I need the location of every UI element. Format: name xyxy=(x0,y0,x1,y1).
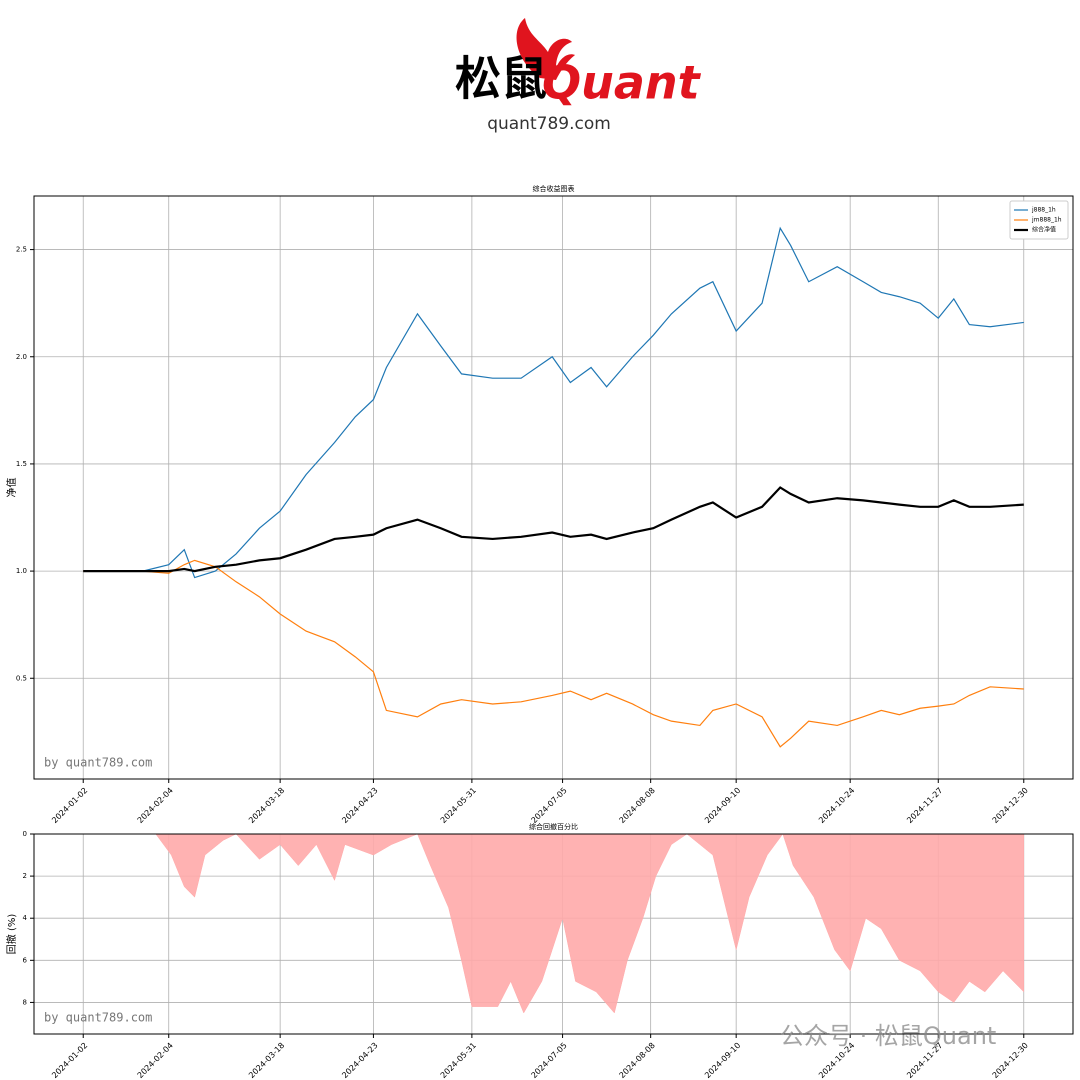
logo-cn: 松鼠 xyxy=(455,52,547,106)
x-tick-label: 2024-09-10 xyxy=(703,786,742,825)
x-tick-label: 2024-12-30 xyxy=(991,1041,1030,1080)
logo-url: quant789.com xyxy=(487,114,611,134)
x-tick-label: 2024-10-24 xyxy=(817,786,856,825)
y-axis-label: 净值 xyxy=(5,478,18,498)
x-tick-label: 2024-05-31 xyxy=(439,1041,478,1080)
legend-label: jm888_1h xyxy=(1031,217,1062,224)
y-tick-label: 1.5 xyxy=(16,460,27,468)
annotation: by quant789.com xyxy=(44,1011,152,1025)
annotation: by quant789.com xyxy=(44,756,152,770)
logo-en: Quant xyxy=(542,56,702,110)
y-tick-label: 6 xyxy=(23,956,28,964)
x-tick-label: 2024-11-27 xyxy=(905,786,944,825)
y-tick-label: 2.0 xyxy=(16,353,27,361)
x-tick-label: 2024-07-05 xyxy=(530,1041,569,1080)
legend-label: 综合净值 xyxy=(1032,226,1056,234)
x-tick-label: 2024-04-23 xyxy=(340,1041,379,1080)
chart-title: 综合回撤百分比 xyxy=(529,822,578,831)
logo-mark xyxy=(516,18,575,80)
x-tick-label: 2024-04-23 xyxy=(340,786,379,825)
y-axis-label: 回撤 (%) xyxy=(5,914,18,955)
x-tick-label: 2024-12-30 xyxy=(991,786,1030,825)
y-tick-label: 0 xyxy=(23,830,27,838)
x-tick-label: 2024-07-05 xyxy=(530,786,569,825)
series-line xyxy=(83,486,1024,573)
legend-label: j888_1h xyxy=(1031,207,1056,214)
y-tick-label: 2 xyxy=(23,872,27,880)
plot-frame xyxy=(33,195,1074,780)
y-tick-label: 4 xyxy=(23,914,28,922)
x-tick-label: 2024-01-02 xyxy=(50,786,89,825)
x-tick-label: 2024-03-18 xyxy=(247,1041,286,1080)
x-tick-label: 2024-05-31 xyxy=(439,786,478,825)
series-line xyxy=(83,226,1024,579)
series-line xyxy=(83,559,1024,748)
y-tick-label: 1.0 xyxy=(16,567,27,575)
x-tick-label: 2024-08-08 xyxy=(618,1041,657,1080)
y-tick-label: 8 xyxy=(23,998,27,1006)
plot-frame xyxy=(33,833,1074,1035)
x-tick-label: 2024-08-08 xyxy=(618,786,657,825)
y-tick-label: 0.5 xyxy=(16,674,27,682)
x-tick-label: 2024-02-04 xyxy=(136,786,175,825)
x-tick-label: 2024-01-02 xyxy=(50,1041,89,1080)
x-tick-label: 2024-03-18 xyxy=(247,786,286,825)
watermark: 公众号 · 松鼠Quant xyxy=(780,1022,996,1050)
drawdown-area xyxy=(83,834,1025,1014)
chart-title: 综合收益图表 xyxy=(533,184,575,193)
x-tick-label: 2024-09-10 xyxy=(703,1041,742,1080)
logo: 松鼠 Quant quant789.com xyxy=(455,18,702,134)
x-tick-label: 2024-02-04 xyxy=(136,1041,175,1080)
y-tick-label: 2.5 xyxy=(16,246,27,254)
